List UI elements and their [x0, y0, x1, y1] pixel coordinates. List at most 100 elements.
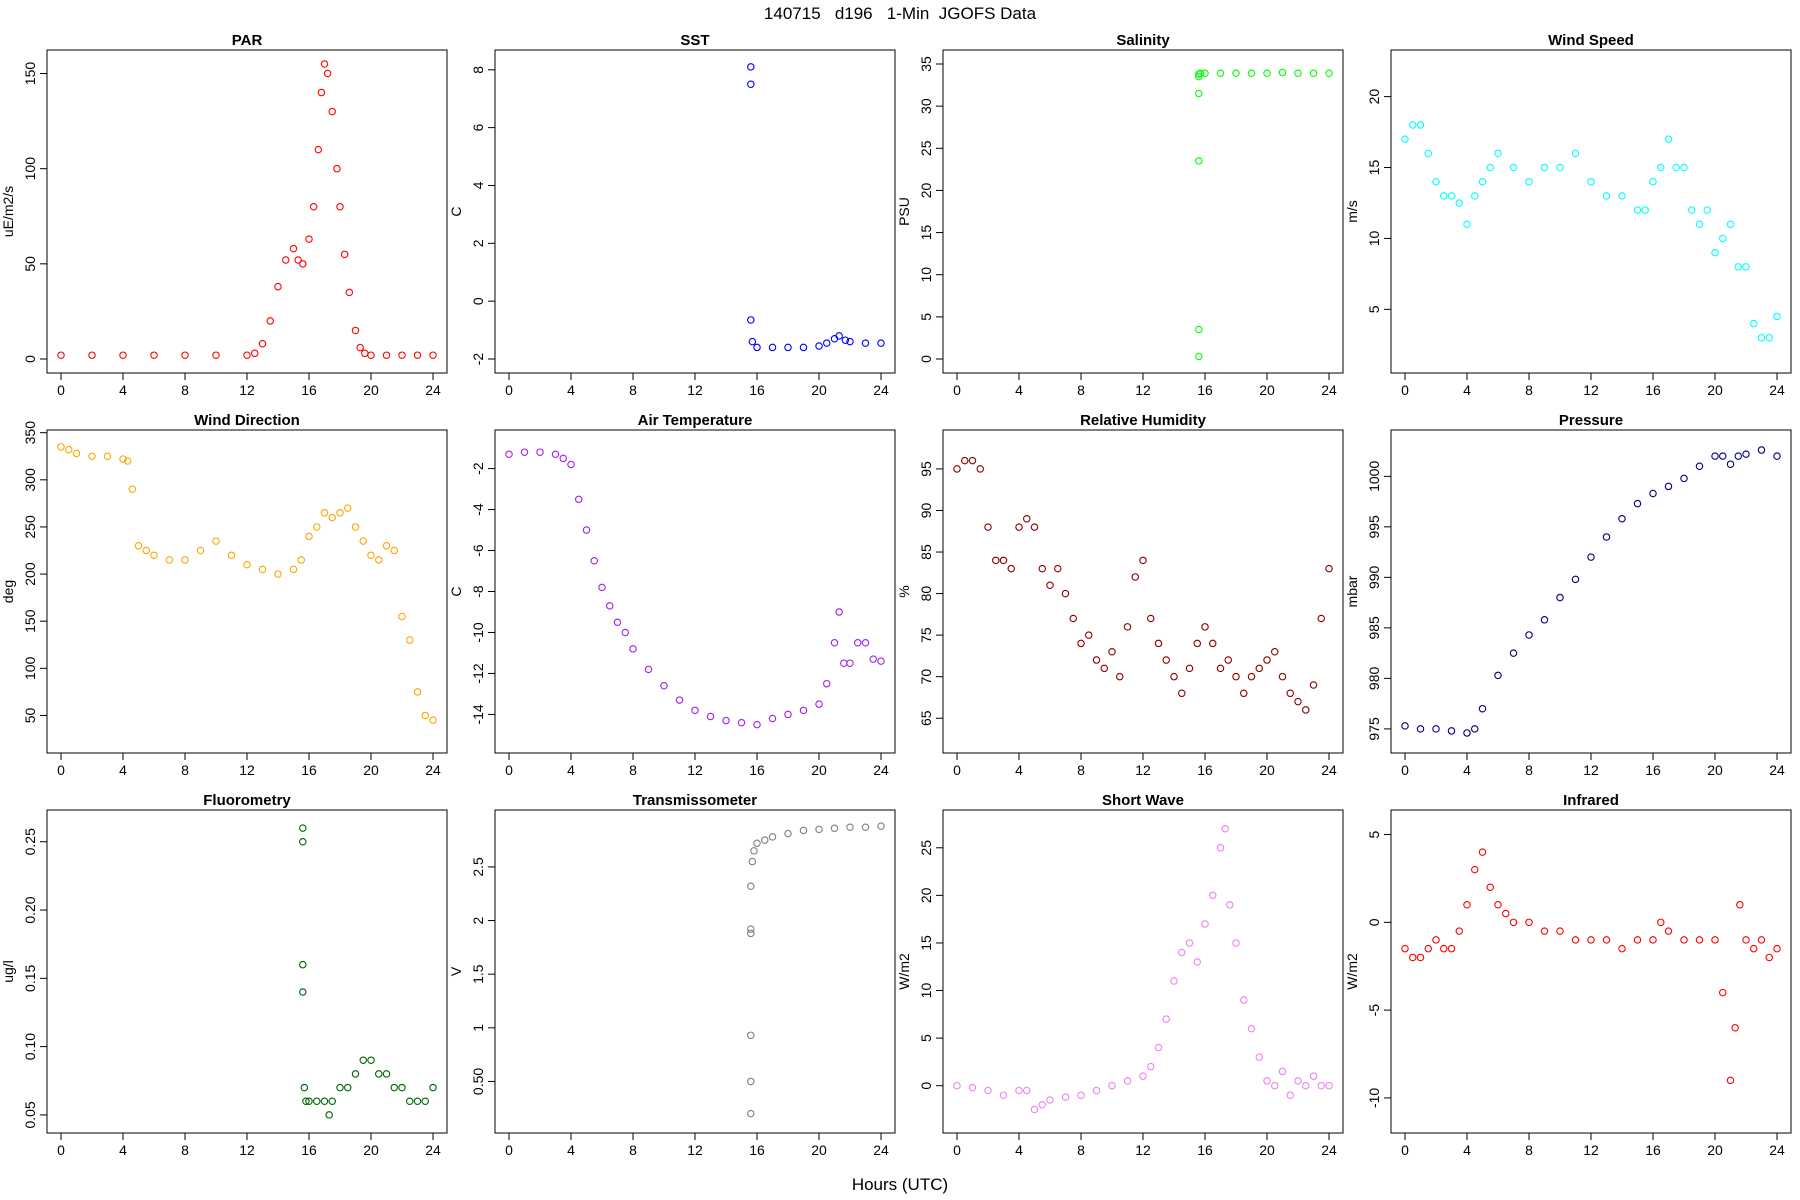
data-point [968, 456, 977, 465]
data-point [953, 465, 961, 473]
data-point [582, 526, 591, 534]
panel-short-wave: Short Wave 0 4 8 12 16 20 24 0 5 10 15 20 25 W/m2 [896, 792, 1344, 1158]
data-point [374, 1070, 383, 1078]
data-point [181, 556, 189, 564]
y-tick-label: 35 [918, 56, 934, 72]
data-point [1224, 656, 1233, 664]
data-point [1478, 848, 1487, 856]
data-point [960, 456, 969, 465]
data-point [747, 63, 755, 71]
data-points [1401, 848, 1781, 1085]
x-tick-label: 24 [425, 382, 441, 398]
data-point [336, 509, 344, 517]
data-point [815, 342, 823, 350]
y-axis: -10 -5 0 5 [1366, 830, 1392, 1108]
x-tick-label: 16 [301, 382, 317, 398]
x-tick-label: 20 [363, 382, 379, 398]
data-point [1178, 948, 1186, 957]
data-point [1201, 623, 1209, 631]
y-axis: -2 0 2 4 6 8 [470, 66, 496, 365]
x-tick-label: 4 [1463, 762, 1471, 778]
data-point [660, 681, 668, 690]
data-point [1240, 689, 1248, 698]
data-point [243, 351, 251, 359]
y-tick-label: 0 [918, 355, 934, 363]
data-point [1108, 647, 1116, 656]
data-point [840, 659, 848, 667]
data-point [1432, 177, 1440, 186]
data-point [1711, 936, 1719, 944]
data-point [258, 340, 267, 348]
data-point [551, 450, 560, 458]
y-axis-label: W/m2 [1344, 953, 1360, 990]
data-point [1556, 927, 1564, 935]
y-tick-label: 250 [22, 515, 38, 539]
data-point [320, 509, 329, 517]
data-point [1216, 844, 1225, 852]
x-tick-label: 0 [505, 1142, 513, 1158]
panel-transmissometer: Transmissometer 0 4 8 12 16 20 24 0.50 1 1.5 2 2.5 V [448, 792, 896, 1158]
data-point [1247, 69, 1256, 78]
y-tick-label: 10 [918, 267, 934, 283]
data-point [328, 513, 336, 522]
data-point [1750, 944, 1758, 953]
x-tick-label: 16 [301, 1142, 317, 1158]
y-tick-label: 0.50 [470, 1068, 486, 1095]
data-point [1195, 89, 1203, 98]
plot-frame [494, 49, 896, 374]
data-point [299, 824, 307, 832]
data-point [1302, 1081, 1310, 1090]
y-tick-label: 150 [22, 62, 38, 86]
y-axis-label: % [896, 585, 912, 597]
data-point [196, 546, 205, 555]
y-tick-label: -8 [470, 585, 486, 598]
data-point [1409, 121, 1417, 129]
y-tick-label: 0 [22, 355, 38, 363]
data-point [1455, 199, 1464, 207]
data-point [1657, 918, 1665, 927]
data-point [1409, 953, 1417, 962]
data-point [1742, 936, 1750, 944]
data-point [1556, 593, 1564, 602]
data-point [1216, 69, 1225, 78]
data-point [299, 960, 307, 969]
data-point [968, 1083, 977, 1092]
data-point [1494, 149, 1502, 158]
panel-title: PAR [232, 32, 263, 49]
data-point [274, 282, 282, 291]
data-point [1471, 865, 1479, 874]
data-point [1731, 1023, 1739, 1032]
data-point [1540, 163, 1549, 172]
data-point [598, 583, 606, 592]
data-point [382, 1070, 391, 1078]
data-point [305, 532, 313, 541]
x-axis: 0 4 8 12 16 20 24 [953, 752, 1337, 778]
data-point [1325, 1081, 1333, 1090]
data-point [877, 339, 885, 347]
y-tick-label: 1.5 [470, 964, 486, 984]
x-tick-label: 12 [1583, 1142, 1599, 1158]
data-points [1401, 121, 1781, 342]
y-axis: 0.50 1 1.5 2 2.5 [470, 857, 496, 1095]
x-tick-label: 24 [873, 762, 889, 778]
x-tick-label: 12 [239, 1142, 255, 1158]
data-point [1195, 352, 1203, 361]
data-point [227, 551, 236, 559]
data-point [1649, 489, 1657, 498]
data-point [706, 712, 715, 721]
data-point [1680, 474, 1688, 483]
data-point [305, 235, 313, 243]
y-axis-label: uE/m2/s [0, 186, 16, 237]
data-point [1401, 135, 1409, 143]
x-tick-label: 0 [1401, 762, 1409, 778]
y-axis: 975 980 985 990 995 1000 [1366, 461, 1392, 741]
y-tick-label: -12 [470, 663, 486, 683]
data-point [747, 1077, 755, 1086]
data-point [294, 256, 302, 264]
data-point [1602, 533, 1611, 541]
data-point [1509, 918, 1518, 927]
data-point [1015, 523, 1023, 531]
y-tick-label: 990 [1366, 565, 1382, 589]
y-tick-label: 0.25 [22, 828, 38, 855]
